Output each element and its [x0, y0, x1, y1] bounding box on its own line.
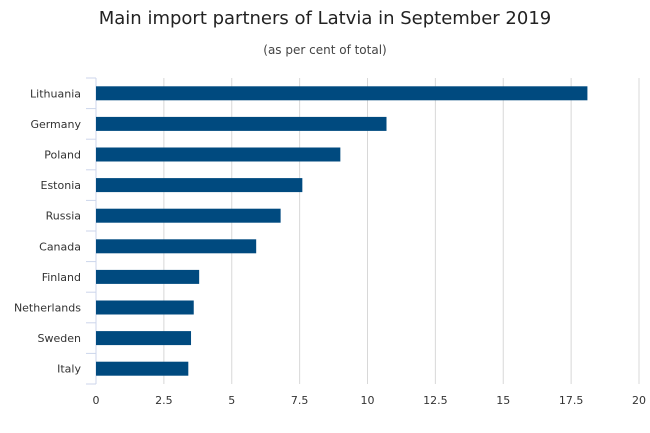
category-label: Netherlands — [14, 302, 81, 315]
x-tick-label: 2.5 — [155, 394, 173, 407]
bar-russia[interactable] — [96, 208, 281, 223]
bar-finland[interactable] — [96, 269, 200, 284]
x-tick-label: 20 — [632, 394, 646, 407]
x-tick-label: 0 — [93, 394, 100, 407]
x-tick-label: 15 — [496, 394, 510, 407]
category-label: Estonia — [41, 179, 82, 192]
category-label: Russia — [46, 210, 81, 223]
category-label: Sweden — [38, 332, 81, 345]
category-label: Germany — [30, 118, 81, 131]
x-tick-label: 12.5 — [423, 394, 448, 407]
category-label: Lithuania — [30, 87, 81, 100]
chart-title: Main import partners of Latvia in Septem… — [98, 8, 552, 29]
category-label: Italy — [57, 363, 81, 376]
bar-lithuania[interactable] — [96, 86, 588, 101]
x-tick-label: 5 — [228, 394, 235, 407]
bar-italy[interactable] — [96, 361, 189, 376]
bar-canada[interactable] — [96, 239, 257, 254]
bar-netherlands[interactable] — [96, 300, 194, 315]
bar-sweden[interactable] — [96, 331, 192, 346]
x-tick-label: 7.5 — [291, 394, 309, 407]
category-label: Finland — [42, 271, 81, 284]
chart-subtitle: (as per cent of total) — [263, 43, 387, 57]
bar-germany[interactable] — [96, 116, 387, 131]
category-label: Poland — [44, 149, 81, 162]
category-label: Canada — [39, 240, 81, 253]
bar-poland[interactable] — [96, 147, 341, 162]
x-tick-label: 10 — [361, 394, 375, 407]
x-tick-label: 17.5 — [559, 394, 584, 407]
bar-estonia[interactable] — [96, 178, 303, 193]
